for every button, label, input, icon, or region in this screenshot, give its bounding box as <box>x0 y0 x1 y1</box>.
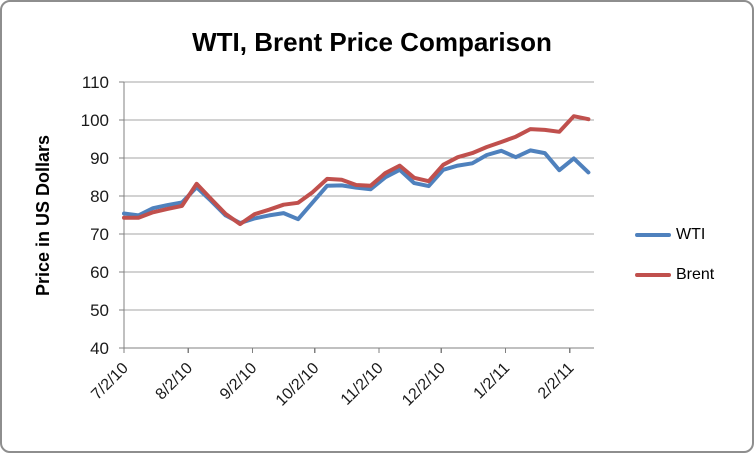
x-tick-label: 2/2/11 <box>535 360 578 403</box>
legend-item-wti: WTI <box>635 215 745 255</box>
legend: WTI Brent <box>635 215 745 295</box>
legend-label-brent: Brent <box>676 266 715 283</box>
y-tick-label: 60 <box>90 263 109 282</box>
legend-item-brent: Brent <box>635 255 745 295</box>
x-tick-label: 12/2/10 <box>399 360 449 410</box>
y-tick-label: 80 <box>90 187 109 206</box>
y-tick-label: 40 <box>90 339 109 358</box>
brent-line-swatch <box>635 273 671 277</box>
x-tick-label: 1/2/11 <box>471 360 514 403</box>
x-tick-label: 11/2/10 <box>338 360 387 409</box>
chart-title: WTI, Brent Price Comparison <box>192 27 552 57</box>
y-tick-label: 100 <box>81 111 109 130</box>
x-tick-label: 8/2/10 <box>153 360 197 404</box>
y-tick-label: 110 <box>82 73 109 92</box>
y-tick-label: 90 <box>90 149 109 168</box>
brent-series-line <box>122 114 591 227</box>
y-tick-label: 70 <box>90 225 109 244</box>
legend-label-wti: WTI <box>676 226 706 243</box>
x-tick-label: 7/2/10 <box>88 360 132 404</box>
x-tick-label: 9/2/10 <box>217 360 261 404</box>
x-tick-label: 10/2/10 <box>273 360 323 410</box>
wti-line-swatch <box>635 233 671 237</box>
y-tick-label: 50 <box>90 301 109 320</box>
wti-series-line <box>122 148 591 225</box>
